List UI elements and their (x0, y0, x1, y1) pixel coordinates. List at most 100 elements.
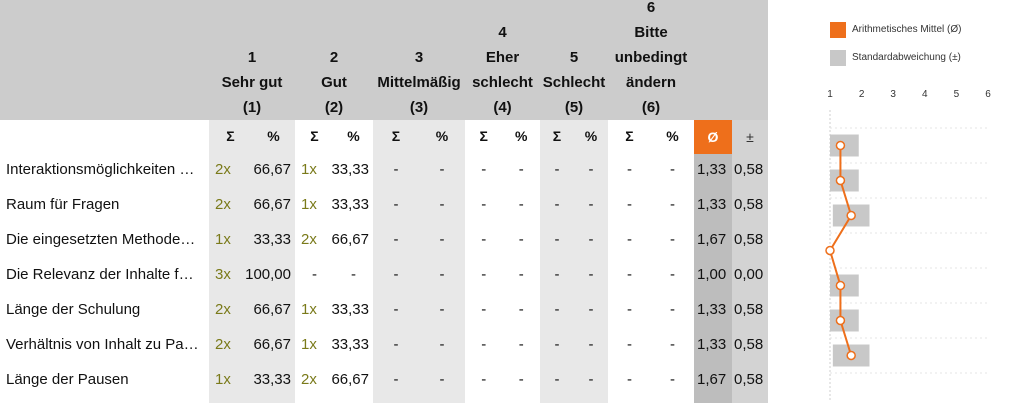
count-cell: 3x (215, 266, 231, 283)
count-cell: - (393, 231, 399, 248)
sum-header-6: Σ (625, 128, 634, 144)
count-cell: 2x (215, 196, 231, 213)
count-cell: 2x (215, 336, 231, 353)
sd-cell: 0,00 (734, 266, 764, 283)
count-cell: - (393, 266, 399, 283)
percent-cell: - (518, 266, 524, 283)
header-group-5: 5 Schlecht (5) (540, 45, 608, 120)
mean-swatch (830, 22, 846, 38)
percent-cell: - (439, 196, 445, 213)
sd-header: ± (746, 129, 754, 145)
count-cell: - (554, 231, 560, 248)
percent-cell: - (518, 161, 524, 178)
table-row: Die eingesetzten Methode… 1x 33,33 2x 66,67 -… (0, 222, 768, 257)
percent-cell: 66,67 (253, 196, 291, 213)
percent-cell: - (670, 371, 675, 388)
percent-cell: - (518, 196, 524, 213)
percent-cell: 100,00 (245, 266, 291, 283)
header-label-line: schlecht (472, 74, 533, 91)
percent-cell: 66,67 (331, 231, 369, 248)
percent-cell: - (670, 266, 675, 283)
percent-header-6: % (666, 128, 679, 144)
percent-cell: 33,33 (253, 231, 291, 248)
mean-cell: 1,67 (697, 371, 727, 388)
percent-cell: - (439, 161, 445, 178)
percent-cell: 33,33 (331, 196, 369, 213)
count-cell: 1x (301, 161, 317, 178)
mean-point (835, 315, 846, 326)
header-code: (2) (324, 99, 344, 116)
sd-cell: 0,58 (734, 161, 764, 178)
percent-header-2: % (347, 128, 360, 144)
percent-cell: - (439, 301, 445, 318)
percent-cell: - (439, 231, 445, 248)
table-row: Raum für Fragen 2x 66,67 1x 33,33 - - - - - - - - 1,3… (0, 187, 768, 222)
header-number: 1 (247, 49, 257, 66)
count-cell: - (481, 301, 487, 318)
percent-cell: - (588, 161, 594, 178)
count-cell: 2x (301, 371, 317, 388)
percent-cell: - (588, 336, 594, 353)
header-code: (5) (564, 99, 584, 116)
mean-cell: 1,33 (697, 196, 727, 213)
header-group-3: 3 Mittelmäßig (3) (373, 45, 465, 120)
count-cell: - (393, 196, 399, 213)
header-label-line: Mittelmäßig (377, 74, 461, 91)
count-cell: - (627, 371, 632, 388)
percent-cell: 33,33 (331, 301, 369, 318)
percent-cell: - (439, 371, 445, 388)
scale-tick-label: 5 (954, 89, 960, 100)
mean-header: Ø (694, 120, 732, 154)
mean-point (835, 140, 846, 151)
count-cell: 2x (215, 161, 231, 178)
header-label-line: unbedingt (614, 49, 688, 66)
row-label: Länge der Pausen (6, 371, 129, 388)
table-row: Verhältnis von Inhalt zu Pa… 2x 66,67 1x 33,… (0, 327, 768, 362)
count-cell: 1x (301, 336, 317, 353)
percent-cell: - (588, 301, 594, 318)
sum-header-2: Σ (310, 128, 319, 144)
mean-cell: 1,33 (697, 336, 727, 353)
count-cell: 1x (301, 301, 317, 318)
header-label-line: Eher (485, 49, 520, 66)
mean-point (825, 245, 835, 256)
count-cell: - (312, 266, 317, 283)
sd-cell: 0,58 (734, 231, 764, 248)
mean-cell: 1,00 (697, 266, 727, 283)
count-cell: - (481, 196, 487, 213)
percent-cell: - (670, 301, 675, 318)
profile-line-chart: 1 2 3 4 5 6 (825, 89, 991, 400)
header-group-6: 6 Bitte unbedingt ändern (6) (608, 0, 694, 120)
count-cell: - (481, 266, 487, 283)
percent-cell: 33,33 (253, 371, 291, 388)
scale-tick-label: 1 (827, 89, 833, 100)
mean-point (846, 350, 856, 361)
percent-cell: - (351, 266, 356, 283)
count-cell: - (554, 161, 560, 178)
percent-cell: - (670, 336, 675, 353)
sum-header-3: Σ (391, 128, 401, 144)
header-label-line: Bitte (634, 24, 668, 41)
sd-column-bg (732, 120, 768, 403)
mean-cell: 1,33 (697, 161, 727, 178)
count-cell: - (393, 301, 399, 318)
row-label: Raum für Fragen (6, 196, 120, 213)
count-cell: 2x (215, 301, 231, 318)
percent-header-3: % (435, 128, 449, 144)
sd-cell: 0,58 (734, 336, 764, 353)
sd-swatch (830, 50, 846, 66)
percent-cell: - (518, 231, 524, 248)
percent-cell: - (518, 336, 524, 353)
row-label: Länge der Schulung (6, 301, 141, 318)
sum-header-5: Σ (552, 128, 562, 144)
header-label-line: Sehr gut (221, 74, 283, 91)
sum-header-1: Σ (226, 128, 235, 144)
row-label: Verhältnis von Inhalt zu Pa… (6, 336, 199, 353)
header-code: (6) (641, 99, 661, 116)
table-row: Länge der Pausen 1x 33,33 2x 66,67 - - - - - - - - 1,… (0, 362, 768, 397)
percent-header-5: % (584, 128, 598, 144)
scale-tick-label: 3 (890, 89, 896, 100)
column-bg-group-5 (540, 120, 608, 403)
count-cell: - (481, 336, 487, 353)
count-cell: - (627, 301, 632, 318)
